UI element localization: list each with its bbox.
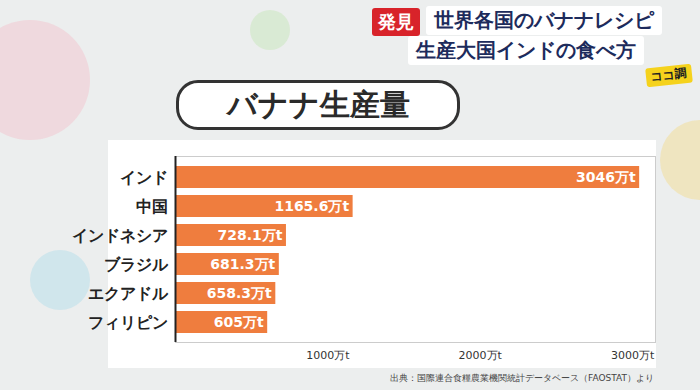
html-text:発見: 発見 (378, 11, 414, 32)
html-text:出典：国際連合食糧農業機関統計データベース（FAOSTAT）: 出典：国際連合食糧農業機関統計データベース（FAOSTAT）より (390, 373, 654, 383)
svg-text:658.3万t: 658.3万t (207, 285, 272, 301)
html-text:世界各国のバナナレシピ: 世界各国のバナナレシピ (434, 8, 654, 32)
svg-text:605万t: 605万t (214, 314, 264, 330)
svg-text:1000万t: 1000万t (306, 349, 350, 362)
svg-text:中国: 中国 (136, 197, 168, 216)
html-text:バナナ生産量: バナナ生産量 (226, 87, 410, 122)
svg-text:681.3万t: 681.3万t (210, 256, 275, 272)
svg-text:フィリピン: フィリピン (88, 313, 168, 332)
html-text:生産大国インドの食べ方: 生産大国インドの食べ方 (416, 38, 636, 62)
svg-text:1165.6万t: 1165.6万t (274, 198, 349, 214)
svg-text:ブラジル: ブラジル (104, 255, 169, 274)
svg-text:3046万t: 3046万t (576, 169, 636, 185)
svg-text:3000万t: 3000万t (611, 349, 655, 362)
svg-text:エクアドル: エクアドル (88, 284, 169, 303)
svg-text:インドネシア: インドネシア (72, 226, 168, 245)
svg-text:728.1万t: 728.1万t (217, 227, 282, 243)
svg-text:インド: インド (120, 168, 168, 187)
svg-text:2000万t: 2000万t (459, 349, 503, 362)
html-text:ココ調: ココ調 (650, 66, 688, 84)
